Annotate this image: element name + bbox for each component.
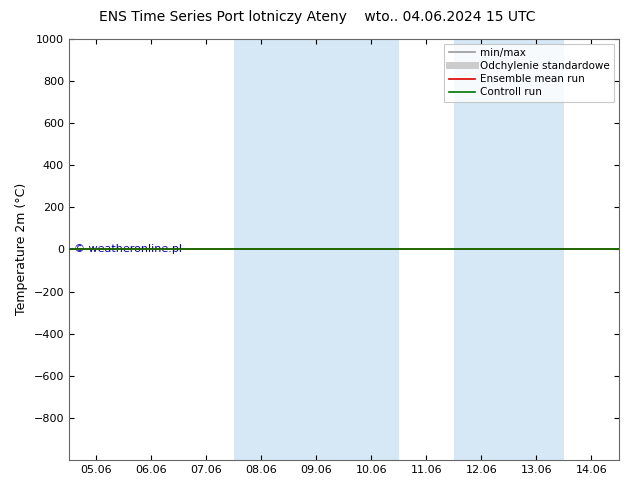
Bar <box>234 39 399 460</box>
Text: ENS Time Series Port lotniczy Ateny    wto.. 04.06.2024 15 UTC: ENS Time Series Port lotniczy Ateny wto.… <box>99 10 535 24</box>
Bar <box>454 39 564 460</box>
Y-axis label: Temperature 2m (°C): Temperature 2m (°C) <box>15 183 28 316</box>
Legend: min/max, Odchylenie standardowe, Ensemble mean run, Controll run: min/max, Odchylenie standardowe, Ensembl… <box>444 44 614 101</box>
Text: © weatheronline.pl: © weatheronline.pl <box>74 245 183 254</box>
